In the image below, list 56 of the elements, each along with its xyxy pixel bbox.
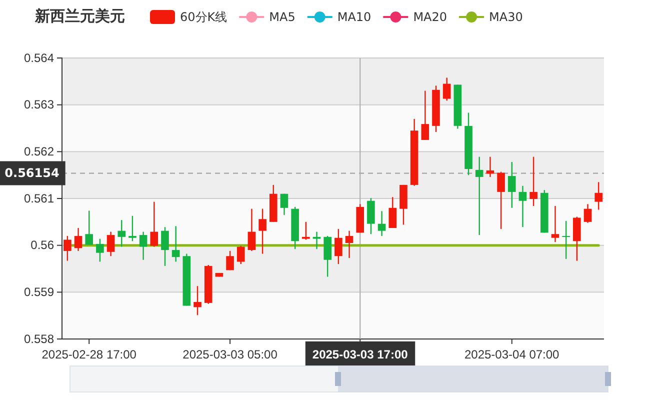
candlestick [248,208,256,252]
y-tick-label: 0.562 [24,144,54,159]
candlestick [150,201,158,248]
candlestick [530,156,538,207]
candlestick [226,250,234,271]
y-tick-label: 0.563 [24,98,54,112]
y-tick-label: 0.564 [24,50,54,65]
chart-title: 新西兰元美元 [34,7,125,25]
candlestick [518,185,527,228]
x-tick-label: 2025-03-04 07:00 [464,347,560,362]
candlestick [96,238,104,262]
candlestick [345,230,354,259]
candlestick [74,227,82,252]
candlestick [85,210,93,246]
legend-label: MA30 [489,10,523,24]
candlestick [118,219,126,248]
y-tick-label: 0.559 [24,285,54,300]
candlestick [236,245,245,265]
candlestick [106,231,115,257]
candlestick [594,182,602,210]
candlestick [497,171,505,230]
legend-label: 60分K线 [180,10,228,24]
candlestick [280,193,288,216]
x-tick-label: 2025-03-03 17:00 [312,347,408,362]
candlestick [367,197,375,235]
candlestick [172,226,180,262]
candlestick [584,204,592,224]
y-tick-label: 0.56 [30,238,54,252]
ref-line-label: 0.56154 [4,166,60,180]
candlestick [64,235,72,262]
candlestick [378,210,386,237]
candlestick [573,216,581,262]
legend-label: MA10 [337,10,372,24]
candlestick [551,205,560,243]
x-tick-label: 2025-03-03 05:00 [182,347,278,362]
candlestick [388,196,397,229]
candlestick [475,156,484,236]
candlestick [400,184,408,226]
legend-label: MA5 [269,10,296,24]
candlestick [139,231,148,260]
candlestick [128,215,136,242]
candlestick [324,235,332,278]
candlestick [562,220,570,260]
candlestick [194,285,202,316]
candlestick [508,161,516,208]
y-tick-label: 0.558 [24,332,54,346]
candlestick [258,208,266,254]
candlestick [302,221,310,240]
y-tick-label: 0.561 [24,191,54,206]
candlestick [334,228,342,265]
x-tick-label: 2025-02-28 17:00 [42,347,137,362]
candlestick [161,226,169,267]
candlestick [312,231,321,250]
candlestick [421,90,430,141]
candlestick [442,77,451,102]
legend-label: MA20 [413,10,448,24]
